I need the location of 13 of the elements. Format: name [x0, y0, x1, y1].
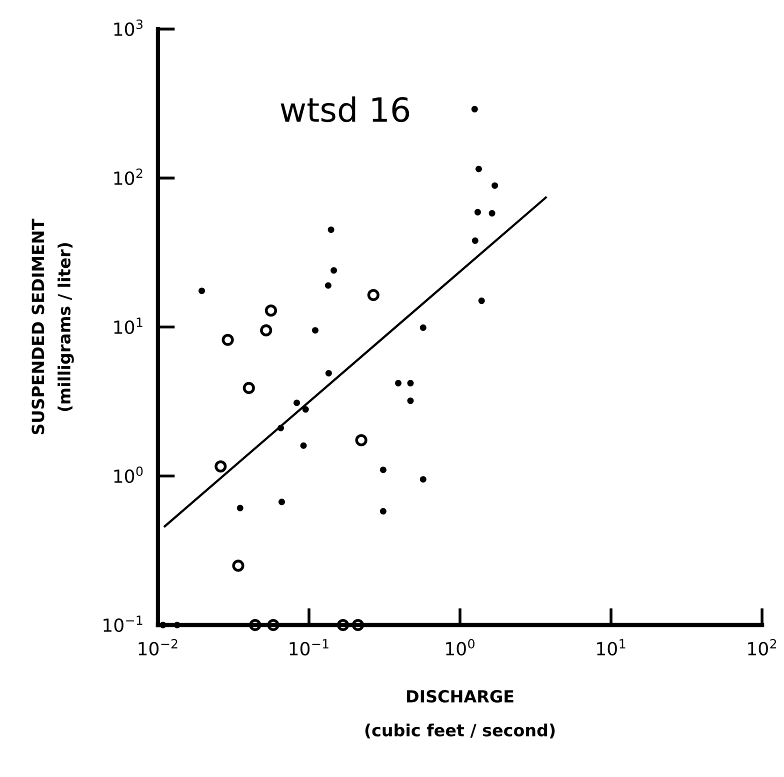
x-tick-label: 10$^{1}$: [597, 639, 626, 656]
y-tick-label: 10$^{3}$: [114, 19, 142, 36]
annotation: wtsd 16: [280, 96, 410, 122]
x-tick-label: 10$^{−1}$: [290, 639, 328, 656]
y-tick-label: 10$^{2}$: [114, 168, 142, 186]
x-tick-label: 10$^{−2}$: [138, 638, 178, 656]
x-tick-label: 10$^{0}$: [446, 638, 474, 656]
text: DISCHARGE (cubic feet / second): [365, 690, 555, 738]
y-axis-title: SUSPENDED SEDIMENT (milligrams / liter): [32, 218, 74, 434]
y-tick-label: 10$^{−1}$: [104, 616, 142, 632]
x-tick-label: 10$^{2}$: [748, 638, 776, 656]
y-tick-label: 10$^{1}$: [114, 318, 142, 334]
y-tick-label: 10$^{0}$: [114, 466, 143, 484]
